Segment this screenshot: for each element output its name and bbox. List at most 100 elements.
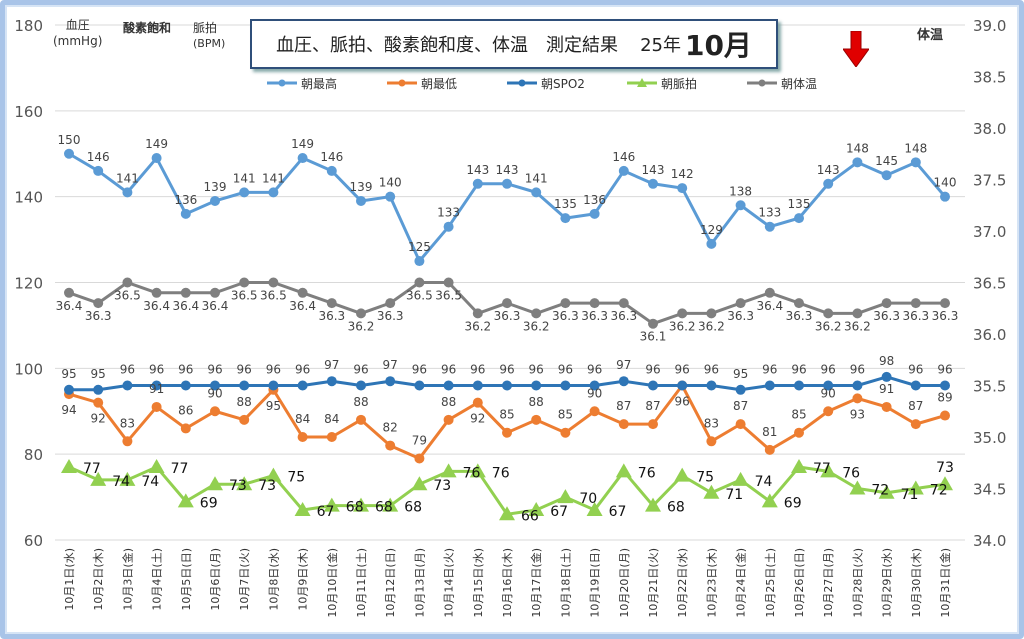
data-label: 87	[733, 399, 748, 413]
x-tick-label: 10月7日(火)	[238, 548, 251, 611]
x-tick-label: 10月9日(木)	[297, 548, 310, 611]
data-point	[557, 489, 574, 504]
data-point	[589, 406, 600, 417]
data-label: 146	[320, 150, 343, 164]
legend-label: 朝最高	[301, 76, 337, 91]
x-tick-label: 10月18日(土)	[559, 548, 572, 618]
data-label: 139	[350, 180, 373, 194]
data-label: 96	[499, 363, 514, 377]
data-label: 136	[174, 193, 197, 207]
data-label: 70	[579, 491, 597, 507]
data-point	[326, 165, 337, 176]
data-label: 90	[587, 386, 602, 400]
data-point	[323, 497, 340, 512]
data-point	[674, 467, 691, 482]
data-label: 82	[383, 421, 398, 435]
data-point	[794, 427, 804, 438]
legend-label: 朝最低	[421, 77, 457, 91]
data-label: 95	[91, 367, 106, 381]
data-label: 67	[317, 504, 335, 520]
data-label: 76	[842, 465, 860, 481]
legend-marker	[518, 79, 526, 87]
data-label: 71	[901, 487, 919, 503]
data-label: 96	[353, 363, 368, 377]
title-year: 25年	[640, 35, 681, 56]
data-point	[706, 380, 717, 391]
data-point	[414, 277, 425, 288]
data-point	[791, 459, 807, 474]
data-point	[122, 277, 133, 288]
data-point	[645, 497, 661, 512]
data-point	[706, 436, 717, 447]
bp-axis-label: 血圧 (mmHg)	[53, 17, 102, 49]
data-point	[910, 380, 921, 391]
data-label: 143	[642, 163, 665, 177]
data-label: 96	[120, 363, 135, 377]
data-point	[940, 191, 950, 202]
data-label: 36.5	[260, 289, 287, 303]
data-point	[706, 308, 717, 319]
data-point	[878, 484, 895, 499]
data-label: 88	[441, 395, 456, 409]
data-label: 95	[61, 367, 76, 381]
data-label: 36.2	[669, 319, 696, 333]
data-label: 96	[675, 395, 690, 409]
data-point	[443, 380, 454, 391]
data-label: 149	[145, 137, 168, 151]
data-point	[881, 401, 892, 412]
data-point	[823, 308, 834, 319]
data-label: 90	[821, 386, 836, 400]
data-point	[823, 406, 834, 417]
y-right-tick: 37.0	[973, 223, 1006, 241]
data-label: 36.3	[902, 309, 929, 323]
data-label: 76	[638, 465, 656, 481]
data-label: 68	[404, 500, 422, 516]
data-label: 36.4	[756, 299, 783, 313]
data-label: 84	[295, 412, 310, 426]
data-label: 96	[821, 363, 836, 377]
data-label: 36.3	[377, 309, 404, 323]
data-label: 96	[704, 363, 719, 377]
data-point	[443, 277, 454, 288]
y-right-tick: 39.0	[973, 17, 1006, 35]
x-tick-label: 10月23日(木)	[705, 548, 718, 618]
data-point	[210, 380, 220, 391]
data-label: 36.2	[464, 319, 491, 333]
data-point	[703, 484, 720, 499]
data-point	[297, 432, 308, 442]
data-label: 133	[758, 206, 781, 220]
x-tick-label: 10月8日(水)	[267, 548, 280, 611]
data-point	[239, 414, 250, 425]
data-label: 36.5	[114, 289, 141, 303]
data-point	[881, 371, 892, 382]
data-label: 146	[87, 150, 110, 164]
data-label: 96	[675, 363, 690, 377]
data-label: 73	[936, 460, 954, 476]
data-point	[414, 380, 425, 391]
data-label: 36.2	[698, 319, 725, 333]
x-tick-label: 10月29日(水)	[881, 548, 894, 618]
data-point	[148, 459, 165, 474]
data-point	[881, 170, 892, 181]
y-left-tick: 140	[14, 189, 43, 207]
data-label: 93	[850, 407, 865, 421]
y-left-tick: 60	[24, 532, 43, 550]
data-label: 96	[295, 363, 310, 377]
data-label: 87	[908, 399, 923, 413]
data-point	[239, 380, 250, 391]
data-label: 148	[904, 141, 927, 155]
pulse-label-2: (BPM)	[193, 37, 226, 50]
data-point	[940, 380, 950, 391]
y-right-tick: 36.0	[973, 326, 1006, 344]
legend-label: 朝脈拍	[661, 76, 697, 91]
data-point	[239, 277, 250, 288]
data-point	[502, 178, 512, 189]
data-label: 66	[521, 508, 539, 524]
data-point	[560, 380, 571, 391]
data-label: 96	[937, 363, 952, 377]
data-point	[794, 380, 804, 391]
x-tick-label: 10月30日(木)	[910, 548, 923, 618]
data-label: 96	[645, 363, 660, 377]
data-point	[560, 213, 571, 224]
data-label: 36.3	[85, 309, 112, 323]
